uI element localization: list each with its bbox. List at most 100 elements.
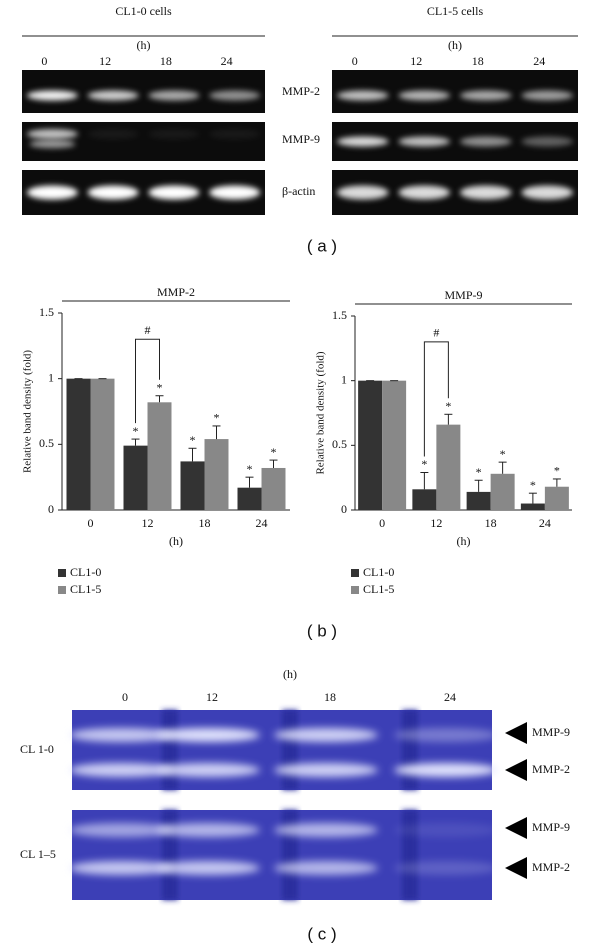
x-axis-label: (h) — [457, 534, 471, 548]
lane-label: 24 — [221, 54, 233, 68]
band-label: MMP-2 — [282, 84, 320, 98]
bar — [147, 402, 172, 510]
y-tick-label: 0.5 — [39, 436, 54, 450]
band — [459, 185, 512, 200]
band — [459, 136, 512, 147]
comparison-bracket — [423, 341, 449, 457]
lane-label: 18 — [472, 54, 484, 68]
band — [87, 129, 139, 139]
x-tick-label: 24 — [256, 516, 268, 530]
lane-label: 0 — [41, 54, 47, 68]
chart-title: MMP-2 — [157, 285, 195, 299]
band-label: β-actin — [282, 184, 315, 198]
band — [521, 185, 574, 200]
comparison-mark: # — [145, 323, 151, 337]
band — [336, 136, 389, 147]
legend-swatch — [351, 569, 359, 577]
band — [26, 90, 78, 101]
bar — [90, 378, 115, 510]
band — [156, 823, 260, 837]
x-tick-label: 18 — [485, 516, 497, 530]
band — [398, 136, 451, 147]
bar — [123, 445, 148, 510]
band — [69, 763, 173, 777]
band — [148, 129, 200, 139]
y-tick-label: 1 — [341, 372, 347, 386]
band — [69, 728, 173, 742]
band — [521, 90, 574, 101]
band — [156, 861, 260, 875]
band — [398, 185, 451, 200]
comparison-bracket — [135, 338, 160, 424]
comparison-mark: # — [433, 326, 439, 340]
band-label: MMP-9 — [532, 725, 570, 739]
bar — [490, 473, 515, 510]
bar — [412, 489, 437, 510]
band — [156, 728, 260, 742]
band — [459, 90, 512, 101]
y-tick-label: 0.5 — [332, 437, 347, 451]
band — [209, 90, 261, 101]
x-tick-label: 12 — [142, 516, 154, 530]
band — [398, 90, 451, 101]
x-tick-label: 0 — [379, 516, 385, 530]
panel-title: CL1-5 cells — [427, 4, 484, 18]
significance-star: * — [214, 411, 220, 425]
band — [29, 140, 76, 148]
bar — [520, 503, 545, 510]
bar — [382, 380, 407, 510]
band — [274, 823, 378, 837]
gel-images: CL1-0 cells (h) 0 12 18 24 CL1-5 cells (h) 0 12 18… — [22, 4, 578, 900]
lane-label: 18 — [324, 690, 336, 704]
lane-label: 12 — [206, 690, 218, 704]
lane-label: 12 — [99, 54, 111, 68]
significance-star: * — [530, 478, 536, 492]
band-label: MMP-9 — [532, 820, 570, 834]
x-tick-label: 18 — [199, 516, 211, 530]
arrowhead — [505, 857, 527, 879]
arrowhead — [505, 817, 527, 839]
legend-label: CL1-5 — [363, 582, 394, 596]
y-tick-label: 1.5 — [39, 305, 54, 319]
lane-label: 0 — [352, 54, 358, 68]
significance-star: * — [500, 447, 506, 461]
x-tick-label: 0 — [88, 516, 94, 530]
caption: ( a ) — [307, 236, 337, 255]
band — [336, 90, 389, 101]
lane-gap — [402, 810, 418, 900]
bar — [261, 467, 286, 510]
band — [209, 129, 261, 139]
lane-gap — [282, 810, 298, 900]
chart-title: MMP-9 — [444, 288, 482, 302]
band — [26, 185, 78, 200]
band — [336, 185, 389, 200]
y-axis-label: Relative band density (fold) — [315, 351, 327, 474]
unit-label: (h) — [137, 38, 151, 52]
lane-gap — [402, 710, 418, 790]
band — [274, 861, 378, 875]
unit-label: (h) — [283, 667, 297, 681]
x-axis-label: (h) — [169, 534, 183, 548]
band — [274, 728, 378, 742]
band — [26, 129, 78, 139]
band — [148, 185, 200, 200]
lane-label: 24 — [533, 54, 545, 68]
arrowhead — [505, 722, 527, 744]
band — [156, 763, 260, 777]
band-label: MMP-9 — [282, 132, 320, 146]
lane-gap — [162, 810, 178, 900]
band — [69, 823, 173, 837]
legend-swatch — [58, 586, 66, 594]
band-label: MMP-2 — [532, 762, 570, 776]
significance-star: * — [133, 424, 139, 438]
row-label: CL 1-0 — [20, 742, 54, 756]
row-label: CL 1–5 — [20, 847, 56, 861]
bar — [180, 461, 205, 510]
significance-star: * — [157, 380, 163, 394]
caption: ( c ) — [307, 924, 336, 943]
significance-star: * — [271, 445, 277, 459]
y-axis-label: Relative band density (fold) — [22, 350, 34, 473]
bar — [466, 491, 491, 510]
y-tick-label: 1.5 — [332, 308, 347, 322]
